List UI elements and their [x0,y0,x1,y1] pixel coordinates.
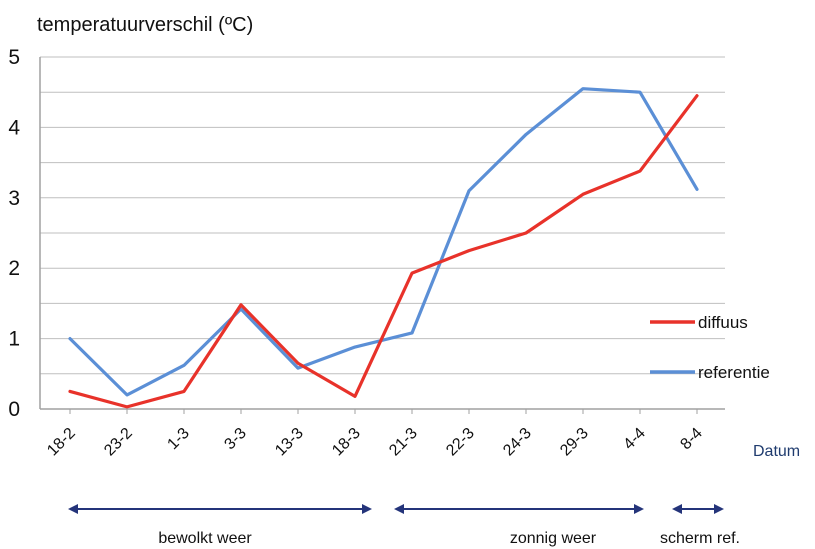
x-tick-label: 23-2 [101,425,136,460]
period-annotations: bewolkt weer zonnig weer scherm ref. [68,504,740,547]
y-tick-label: 2 [8,257,20,280]
x-tick-label: 13-3 [272,425,307,460]
x-tick-label: 3-3 [221,425,249,453]
x-tick-labels: 18-2 23-2 1-3 3-3 13-3 18-3 21-3 22-3 24-3 29-3 4-… [44,425,706,460]
x-tick-label: 29-3 [557,425,592,460]
legend: diffuus referentie [650,313,770,382]
y-tick-label: 0 [8,398,20,421]
x-tick-label: 4-4 [620,425,648,453]
legend-label-diffuus: diffuus [698,313,748,332]
series-lines [68,87,699,409]
x-axis-title: Datum [753,443,800,460]
x-tick-label: 8-4 [677,425,705,453]
y-tick-label: 3 [8,187,20,210]
y-axis-title: temperatuurverschil (ºC) [37,14,253,36]
period-label: scherm ref. [660,530,740,547]
x-tick-label: 24-3 [500,425,535,460]
x-tick-label: 18-3 [329,425,364,460]
period-label: bewolkt weer [158,530,252,547]
y-tick-label: 1 [8,328,20,351]
legend-label-referentie: referentie [698,363,770,382]
x-tick-label: 18-2 [44,425,79,460]
x-tick-label: 22-3 [443,425,478,460]
x-tick-label: 1-3 [164,425,192,453]
series-line-diffuus [68,94,699,409]
period-label: zonnig weer [510,530,597,547]
y-tick-labels: 0 1 2 3 4 5 [8,46,20,421]
gridlines [39,56,725,414]
series-line-referentie [68,87,699,397]
x-tick-label: 21-3 [386,425,421,460]
y-tick-label: 4 [8,116,20,139]
y-tick-label: 5 [8,46,20,69]
